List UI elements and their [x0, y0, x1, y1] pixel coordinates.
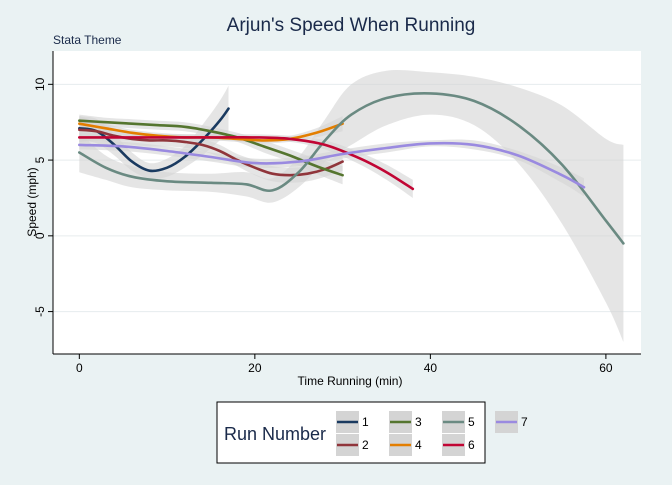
legend-item-run-5: 5 — [442, 411, 475, 433]
confidence-band-run-5 — [79, 69, 624, 342]
confidence-band-run-2 — [79, 117, 343, 183]
legend-label: 4 — [415, 438, 422, 452]
axes: 0 20 40 60 -5 0 5 10 — [33, 51, 641, 375]
series-line-run-5 — [78, 92, 625, 245]
legend-label: 3 — [415, 415, 422, 429]
legend-label: 1 — [362, 415, 369, 429]
series-lines — [78, 92, 625, 245]
legend-label: 2 — [362, 438, 369, 452]
x-tick-label: 0 — [76, 361, 83, 375]
legend-label: 5 — [468, 415, 475, 429]
y-tick-label: -5 — [33, 306, 47, 317]
legend-item-run-3: 3 — [389, 411, 422, 433]
x-axis-label: Time Running (min) — [298, 374, 403, 388]
confidence-band-run-6 — [79, 132, 413, 198]
series-line-run-6 — [78, 135, 415, 191]
series-line-run-3 — [78, 119, 344, 177]
legend-label: 7 — [521, 415, 528, 429]
y-tick-label: 10 — [33, 77, 47, 91]
legend: Run Number 1 2 3 4 5 6 7 — [216, 401, 528, 464]
x-tick-label: 20 — [248, 361, 262, 375]
x-tick-label: 40 — [424, 361, 438, 375]
legend-label: 6 — [468, 438, 475, 452]
chart-title: Arjun's Speed When Running — [227, 15, 476, 36]
legend-item-run-7: 7 — [495, 411, 528, 433]
y-axis-label: Speed (mph) — [25, 167, 39, 236]
y-tick-label: 5 — [33, 156, 47, 163]
legend-title: Run Number — [224, 424, 326, 444]
legend-item-run-6: 6 — [442, 434, 475, 456]
y-tick-label: 0 — [33, 232, 47, 239]
confidence-band-run-7 — [79, 139, 585, 197]
legend-item-run-4: 4 — [389, 434, 422, 456]
series-line-run-7 — [78, 141, 586, 189]
legend-item-run-1: 1 — [336, 411, 369, 433]
legend-items: 1 2 3 4 5 6 7 — [336, 411, 528, 456]
x-tick-label: 60 — [599, 361, 613, 375]
legend-item-run-2: 2 — [336, 434, 369, 456]
chart-subtitle: Stata Theme — [53, 33, 122, 47]
